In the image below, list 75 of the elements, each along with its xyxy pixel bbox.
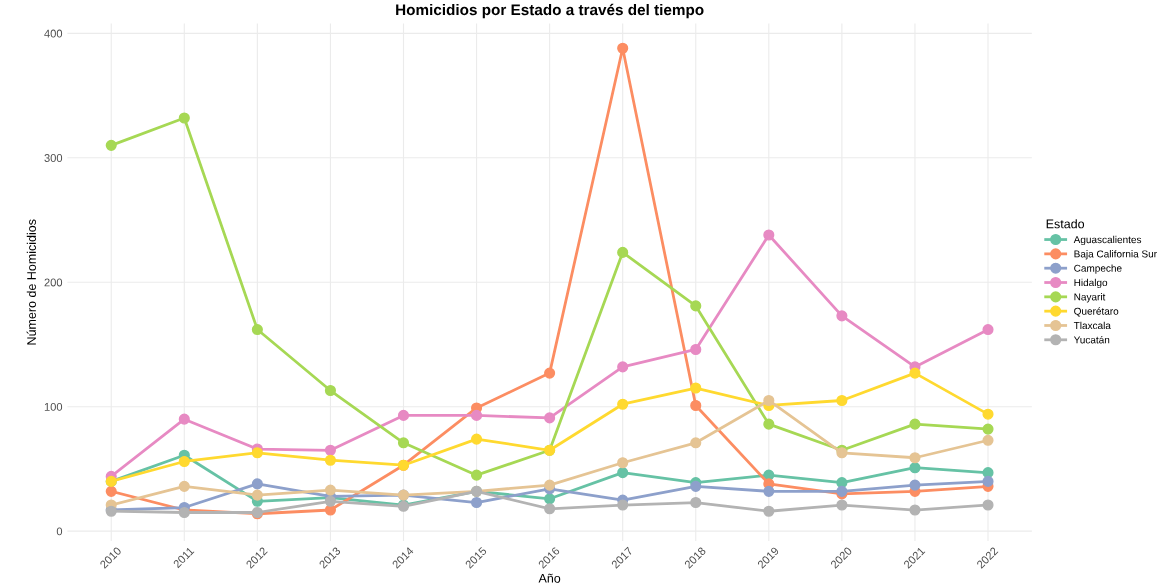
point — [544, 493, 556, 505]
point — [763, 505, 775, 517]
point — [763, 418, 775, 430]
x-axis-title: Año — [538, 573, 561, 583]
legend-label: Yucatán — [1073, 335, 1110, 344]
y-tick-label: 0 — [56, 527, 63, 536]
point — [178, 112, 190, 124]
y-axis-title: Número de Homicidios — [26, 219, 36, 345]
point — [982, 408, 994, 420]
point — [544, 479, 556, 491]
point — [909, 452, 921, 464]
point — [617, 398, 629, 410]
point — [544, 367, 556, 379]
point — [251, 478, 263, 490]
point — [982, 434, 994, 446]
point — [909, 418, 921, 430]
point — [471, 409, 483, 421]
point — [324, 484, 336, 496]
y-tick-label: 300 — [44, 154, 63, 162]
point — [909, 462, 921, 474]
point — [763, 229, 775, 241]
point — [690, 437, 702, 449]
point — [324, 454, 336, 466]
point — [617, 467, 629, 479]
legend-label: Nayarit — [1074, 293, 1106, 303]
point — [836, 499, 848, 511]
point — [909, 367, 921, 379]
point — [324, 444, 336, 456]
legend-label: Hidalgo — [1074, 278, 1108, 289]
point — [617, 457, 629, 469]
point — [471, 496, 483, 509]
legend-label: Aguascalientes — [1073, 235, 1142, 246]
point — [324, 384, 336, 397]
legend-label: Querétaro — [1074, 307, 1119, 317]
point — [763, 485, 775, 497]
point — [397, 409, 410, 421]
chart-title: Homicidios por Estado a través del tiempo — [396, 3, 704, 19]
point — [836, 394, 848, 407]
point — [105, 485, 117, 497]
y-tick-label: 200 — [44, 278, 63, 287]
legend-label: Tlaxcala — [1073, 321, 1111, 330]
point — [544, 503, 556, 515]
point — [617, 499, 629, 511]
point — [909, 479, 921, 491]
point — [251, 323, 263, 336]
legend-title: Estado — [1046, 219, 1085, 229]
point — [617, 361, 629, 373]
y-tick-label: 100 — [44, 402, 63, 411]
point — [690, 399, 702, 412]
point — [982, 423, 994, 435]
point — [982, 499, 994, 511]
point — [178, 413, 190, 425]
point — [763, 394, 775, 407]
legend-label: Campeche — [1074, 264, 1122, 274]
point — [690, 343, 702, 356]
point — [982, 323, 994, 336]
point — [397, 437, 410, 449]
point — [909, 504, 921, 516]
point — [251, 447, 263, 459]
point — [690, 496, 702, 509]
y-tick-label: 400 — [44, 29, 63, 38]
legend-label: Baja California Sur — [1074, 250, 1157, 260]
point — [617, 42, 629, 54]
point — [982, 475, 994, 487]
point — [690, 300, 702, 312]
point — [471, 469, 483, 481]
point — [178, 455, 190, 468]
point — [836, 310, 848, 322]
point — [544, 412, 556, 424]
point — [471, 433, 483, 445]
point — [105, 139, 117, 151]
point — [617, 246, 629, 258]
point — [690, 382, 702, 394]
point — [251, 489, 263, 501]
point — [178, 480, 190, 492]
